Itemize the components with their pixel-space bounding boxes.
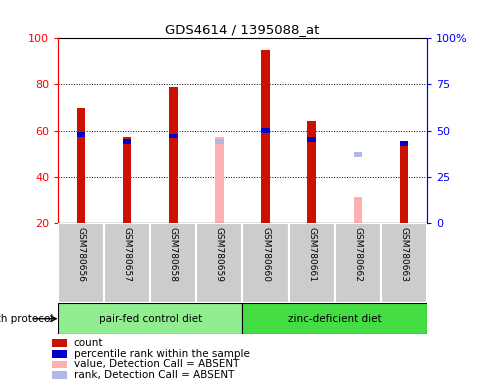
Bar xyxy=(52,339,67,347)
Bar xyxy=(288,223,334,303)
Bar xyxy=(242,303,426,334)
Bar xyxy=(399,142,407,223)
Text: GSM780663: GSM780663 xyxy=(398,227,408,282)
Bar xyxy=(77,132,85,137)
Text: pair-fed control diet: pair-fed control diet xyxy=(99,314,201,324)
Bar xyxy=(58,303,242,334)
Bar xyxy=(150,223,196,303)
Bar xyxy=(307,121,315,223)
Bar xyxy=(104,223,150,303)
Bar xyxy=(58,223,104,303)
Text: percentile rank within the sample: percentile rank within the sample xyxy=(74,349,249,359)
Bar xyxy=(242,223,288,303)
Bar xyxy=(52,350,67,358)
Title: GDS4614 / 1395088_at: GDS4614 / 1395088_at xyxy=(165,23,319,36)
Text: GSM780657: GSM780657 xyxy=(122,227,132,282)
Bar xyxy=(353,197,361,223)
Bar xyxy=(353,152,361,157)
Text: GSM780658: GSM780658 xyxy=(168,227,178,282)
Bar xyxy=(77,108,85,223)
Text: count: count xyxy=(74,338,103,348)
Bar xyxy=(215,139,223,144)
Text: value, Detection Call = ABSENT: value, Detection Call = ABSENT xyxy=(74,359,239,369)
Bar xyxy=(334,223,380,303)
Text: GSM780660: GSM780660 xyxy=(260,227,270,282)
Bar xyxy=(169,87,177,223)
Bar xyxy=(380,223,426,303)
Bar xyxy=(52,361,67,368)
Text: GSM780659: GSM780659 xyxy=(214,227,224,282)
Bar xyxy=(215,137,223,223)
Text: GSM780662: GSM780662 xyxy=(352,227,362,281)
Text: zinc-deficient diet: zinc-deficient diet xyxy=(287,314,381,324)
Bar xyxy=(399,141,407,146)
Bar xyxy=(261,128,269,133)
Bar xyxy=(196,223,242,303)
Bar xyxy=(123,139,131,144)
Bar xyxy=(123,137,131,223)
Bar xyxy=(261,50,269,223)
Bar xyxy=(307,137,315,142)
Text: GSM780656: GSM780656 xyxy=(76,227,86,282)
Bar xyxy=(52,371,67,379)
Text: rank, Detection Call = ABSENT: rank, Detection Call = ABSENT xyxy=(74,370,234,380)
Text: GSM780661: GSM780661 xyxy=(306,227,316,282)
Text: growth protocol: growth protocol xyxy=(0,314,53,324)
Bar xyxy=(169,134,177,138)
